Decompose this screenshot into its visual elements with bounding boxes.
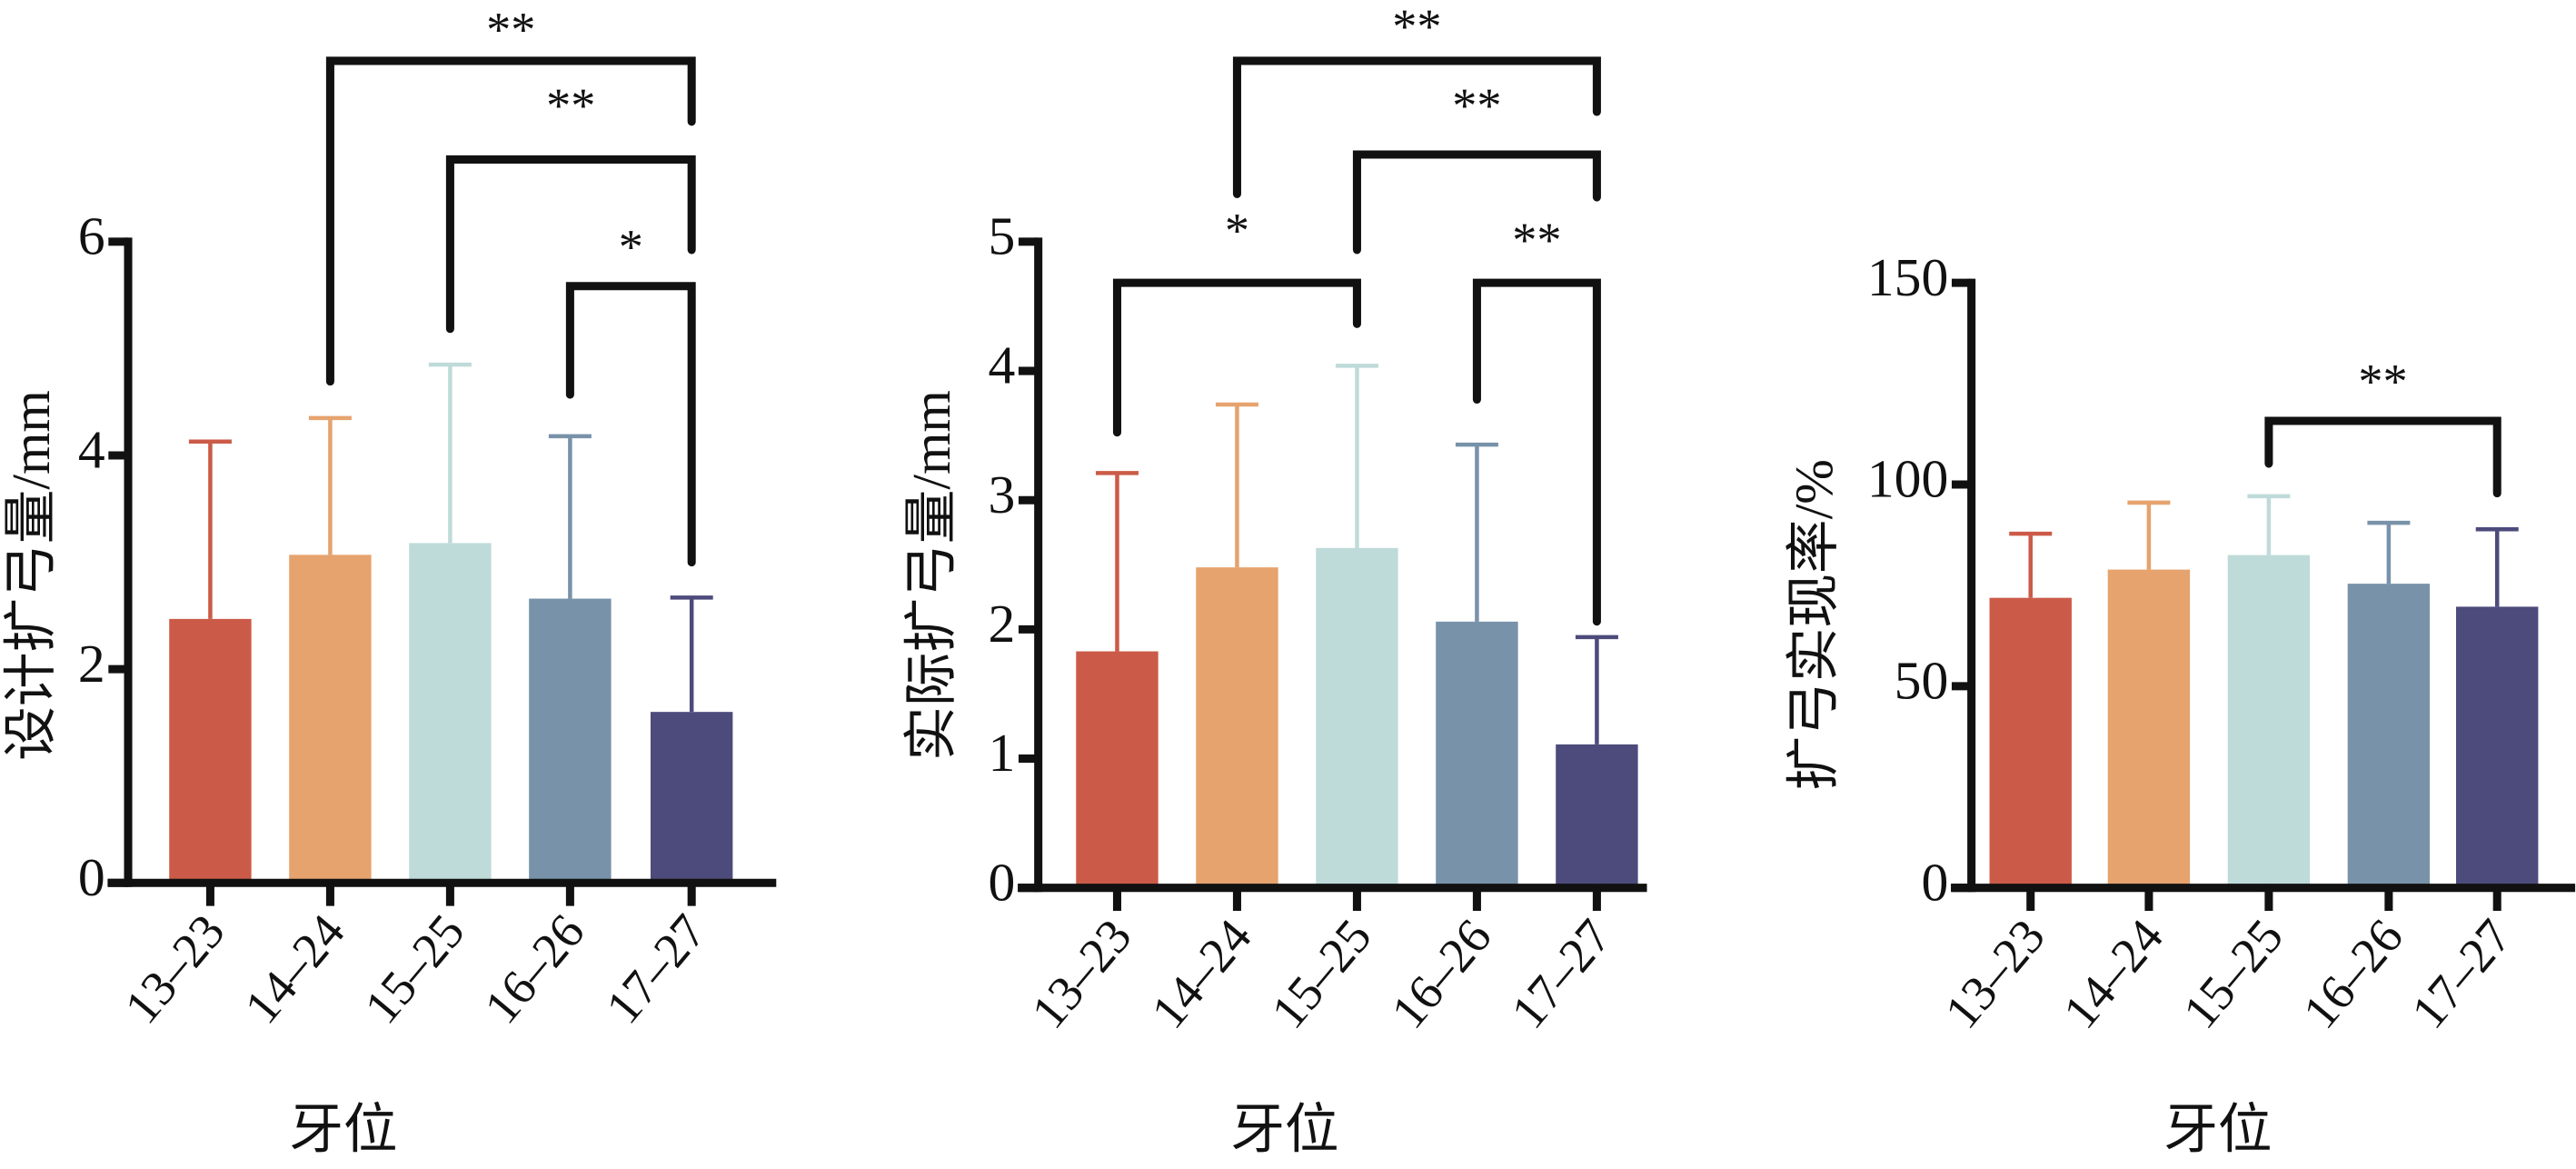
x-tick-label: 17–27 — [1501, 909, 1622, 1038]
bar — [409, 543, 492, 884]
x-tick-label: 15–25 — [354, 904, 475, 1034]
bar — [2107, 569, 2191, 888]
y-tick-label: 50 — [1895, 651, 1949, 711]
y-tick-label: 0 — [78, 847, 105, 907]
y-tick-label: 100 — [1867, 449, 1948, 509]
significance-label: ** — [1392, 0, 1441, 54]
y-axis-label: 扩弓实现率/% — [1784, 459, 1844, 791]
significance-bracket — [565, 282, 696, 567]
x-tick-label: 14–24 — [1141, 909, 1262, 1038]
x-tick-label: 15–25 — [1261, 909, 1382, 1038]
bar — [1196, 567, 1278, 888]
y-tick-label: 150 — [1867, 247, 1948, 307]
significance-label: * — [1225, 203, 1249, 257]
chart-expansion-rate: 扩弓实现率/% 牙位 0 50 100 150 13–2314–2415–2516–26… — [1784, 247, 2576, 1159]
bar — [289, 555, 372, 884]
x-tick-label: 13–23 — [114, 904, 235, 1034]
significance-bracket — [1472, 278, 1601, 626]
y-tick-label: 4 — [78, 420, 105, 480]
bar — [1436, 621, 1518, 888]
y-axis-label: 实际扩弓量/mm — [901, 390, 961, 761]
significance-bracket — [2264, 416, 2501, 498]
bar — [650, 712, 733, 884]
y-tick-label: 3 — [989, 465, 1016, 525]
x-axis-label: 牙位 — [1230, 1099, 1338, 1159]
y-axis-label: 设计扩弓量/mm — [1, 390, 61, 761]
bar — [1076, 651, 1159, 888]
y-tick-label: 2 — [78, 634, 105, 694]
significance-label: * — [619, 219, 643, 274]
bar — [1316, 547, 1398, 888]
bar — [1989, 597, 2072, 888]
significance-bracket — [325, 56, 696, 386]
bar — [2227, 555, 2311, 888]
bar — [169, 618, 252, 884]
x-tick-label: 17–27 — [595, 904, 716, 1034]
significance-label: ** — [1512, 213, 1561, 267]
x-tick-label: 17–27 — [2401, 909, 2521, 1038]
x-tick-label: 13–23 — [1021, 909, 1142, 1038]
x-tick-label: 16–26 — [2293, 909, 2413, 1038]
significance-bracket — [445, 155, 696, 334]
y-tick-label: 4 — [989, 335, 1016, 395]
y-tick-label: 1 — [989, 723, 1016, 783]
significance-label: ** — [486, 3, 535, 57]
y-tick-label: 6 — [78, 206, 105, 266]
x-tick-label: 13–23 — [1934, 909, 2055, 1038]
y-tick-label: 0 — [989, 852, 1016, 912]
x-tick-label: 16–26 — [1381, 909, 1502, 1038]
bar — [2456, 606, 2539, 888]
bar — [529, 598, 612, 884]
y-tick-label: 2 — [989, 594, 1016, 654]
y-tick-label: 5 — [989, 206, 1016, 266]
significance-bracket — [1352, 150, 1601, 255]
x-tick-label: 15–25 — [2173, 909, 2293, 1038]
x-axis-label: 牙位 — [289, 1099, 397, 1159]
y-tick-label: 0 — [1922, 852, 1949, 912]
significance-label: ** — [2358, 355, 2407, 409]
chart-actual-expansion: 实际扩弓量/mm 牙位 0 1 2 3 4 5 13–2314–2415–2516–2617… — [901, 0, 1647, 1159]
bar — [2347, 584, 2431, 888]
x-tick-label: 14–24 — [2053, 909, 2173, 1038]
x-tick-label: 14–24 — [234, 904, 355, 1034]
significance-label: ** — [1452, 78, 1501, 133]
x-axis-label: 牙位 — [2163, 1099, 2272, 1159]
significance-bracket — [1232, 56, 1601, 198]
significance-label: ** — [546, 78, 595, 133]
bar — [1556, 744, 1638, 888]
x-tick-label: 16–26 — [474, 904, 595, 1034]
significance-bracket — [1112, 278, 1361, 437]
